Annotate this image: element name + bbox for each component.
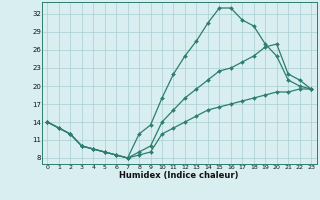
X-axis label: Humidex (Indice chaleur): Humidex (Indice chaleur) — [119, 171, 239, 180]
